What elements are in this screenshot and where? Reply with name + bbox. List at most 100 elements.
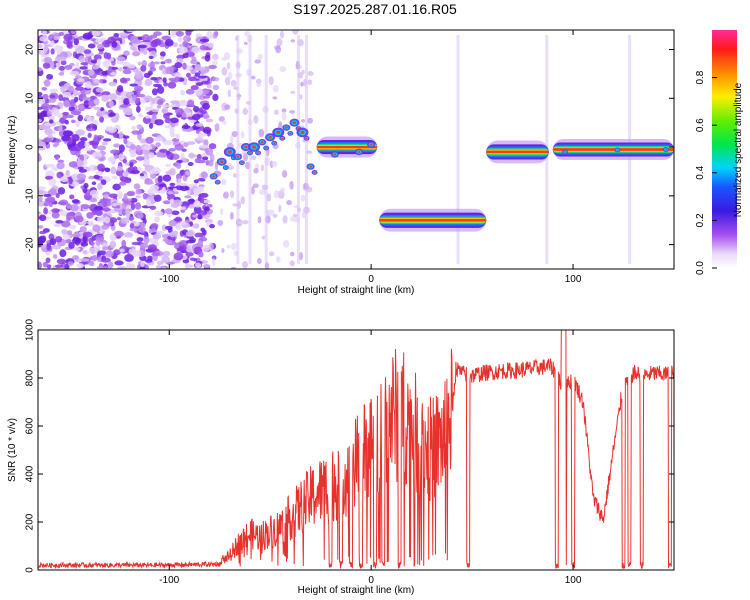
noise-blob: [101, 94, 110, 102]
noise-blob: [73, 96, 79, 103]
noise-blob: [197, 210, 208, 216]
noise-blob: [122, 69, 132, 75]
noise-blob: [80, 241, 89, 247]
noise-blob: [126, 191, 135, 197]
colorbar-gradient: [712, 30, 737, 268]
noise-blob: [53, 45, 64, 52]
noise-blob: [134, 70, 143, 79]
noise-blob: [139, 173, 145, 177]
noise-blob: [195, 262, 202, 269]
noise-blob: [123, 50, 130, 56]
spectrogram-y-tick-label: -10: [25, 188, 36, 203]
noise-blob: [179, 183, 187, 187]
noise-blob: [108, 93, 118, 101]
noise-blob: [48, 178, 57, 186]
noise-blob: [97, 250, 107, 256]
noise-blob: [188, 198, 196, 205]
noise-blob: [230, 79, 237, 87]
noise-blob: [119, 104, 129, 108]
noise-blob: [164, 208, 173, 215]
noise-blob: [146, 199, 152, 207]
noise-blob: [68, 106, 75, 112]
noise-blob: [42, 62, 51, 69]
noise-blob: [130, 144, 136, 150]
colorbar-tick-label: 0.6: [695, 118, 706, 132]
noise-blob: [71, 119, 76, 123]
noise-blob: [156, 104, 161, 109]
noise-blob: [179, 101, 188, 107]
noise-blob: [149, 66, 156, 72]
noise-blob: [38, 186, 47, 191]
noise-blob: [154, 194, 162, 202]
noise-blob: [176, 222, 182, 229]
noise-blob: [195, 82, 204, 86]
noise-blob: [97, 163, 105, 171]
noise-blob: [88, 247, 99, 254]
noise-blob: [202, 126, 212, 134]
noise-blob: [139, 222, 146, 228]
noise-blob: [99, 116, 105, 123]
noise-blob: [266, 193, 272, 202]
noise-blob: [115, 168, 125, 177]
noise-blob: [251, 186, 255, 195]
noise-blob: [55, 139, 62, 143]
noise-blob: [75, 119, 81, 128]
spectrogram-y-tick-label: 0: [25, 144, 36, 150]
noise-blob: [170, 79, 179, 83]
noise-blob: [153, 31, 162, 36]
noise-blob: [166, 58, 172, 64]
snr-plot: [38, 330, 674, 570]
noise-blob: [221, 67, 228, 76]
noise-blob: [272, 96, 278, 100]
noise-blob: [161, 224, 167, 232]
noise-blob: [69, 99, 76, 107]
noise-blob: [160, 61, 166, 65]
noise-blob: [126, 30, 137, 33]
noise-blob: [101, 39, 112, 48]
noise-blob: [95, 87, 104, 93]
signal-blob: [289, 132, 292, 135]
noise-blob: [119, 77, 128, 84]
noise-blob: [116, 205, 121, 209]
noise-blob: [191, 56, 197, 62]
noise-blob: [182, 52, 190, 59]
noise-blob: [95, 38, 105, 44]
noise-blob: [132, 39, 143, 44]
noise-blob: [229, 135, 234, 144]
noise-blob: [171, 30, 176, 36]
noise-blob: [88, 123, 96, 128]
signal-band: [379, 218, 487, 222]
noise-blob: [147, 188, 155, 196]
signal-blob: [300, 130, 305, 135]
noise-blob: [152, 39, 162, 46]
noise-blob: [157, 99, 164, 106]
noise-blob: [122, 158, 128, 164]
noise-blob: [93, 54, 102, 61]
noise-blob: [151, 97, 156, 105]
noise-blob: [76, 173, 86, 181]
noise-blob: [229, 190, 235, 199]
noise-blob: [165, 67, 170, 75]
noise-blob: [175, 30, 185, 37]
noise-blob: [194, 72, 201, 77]
noise-blob: [290, 39, 295, 43]
noise-blob: [300, 81, 305, 87]
noise-blob: [102, 246, 109, 251]
noise-blob: [207, 42, 214, 49]
noise-blob: [68, 241, 75, 249]
noise-blob: [63, 39, 68, 45]
noise-blob: [51, 208, 60, 213]
noise-blob: [192, 113, 201, 121]
noise-blob: [223, 52, 231, 60]
noise-blob: [75, 61, 80, 70]
noise-blob: [240, 196, 246, 205]
noise-blob: [93, 134, 98, 143]
noise-blob: [119, 181, 127, 186]
noise-blob: [220, 208, 224, 216]
noise-blob: [131, 94, 137, 101]
noise-blob: [208, 64, 217, 70]
vertical-streak: [305, 35, 309, 264]
noise-blob: [141, 34, 151, 42]
noise-blob: [51, 211, 60, 219]
noise-blob: [71, 199, 80, 204]
